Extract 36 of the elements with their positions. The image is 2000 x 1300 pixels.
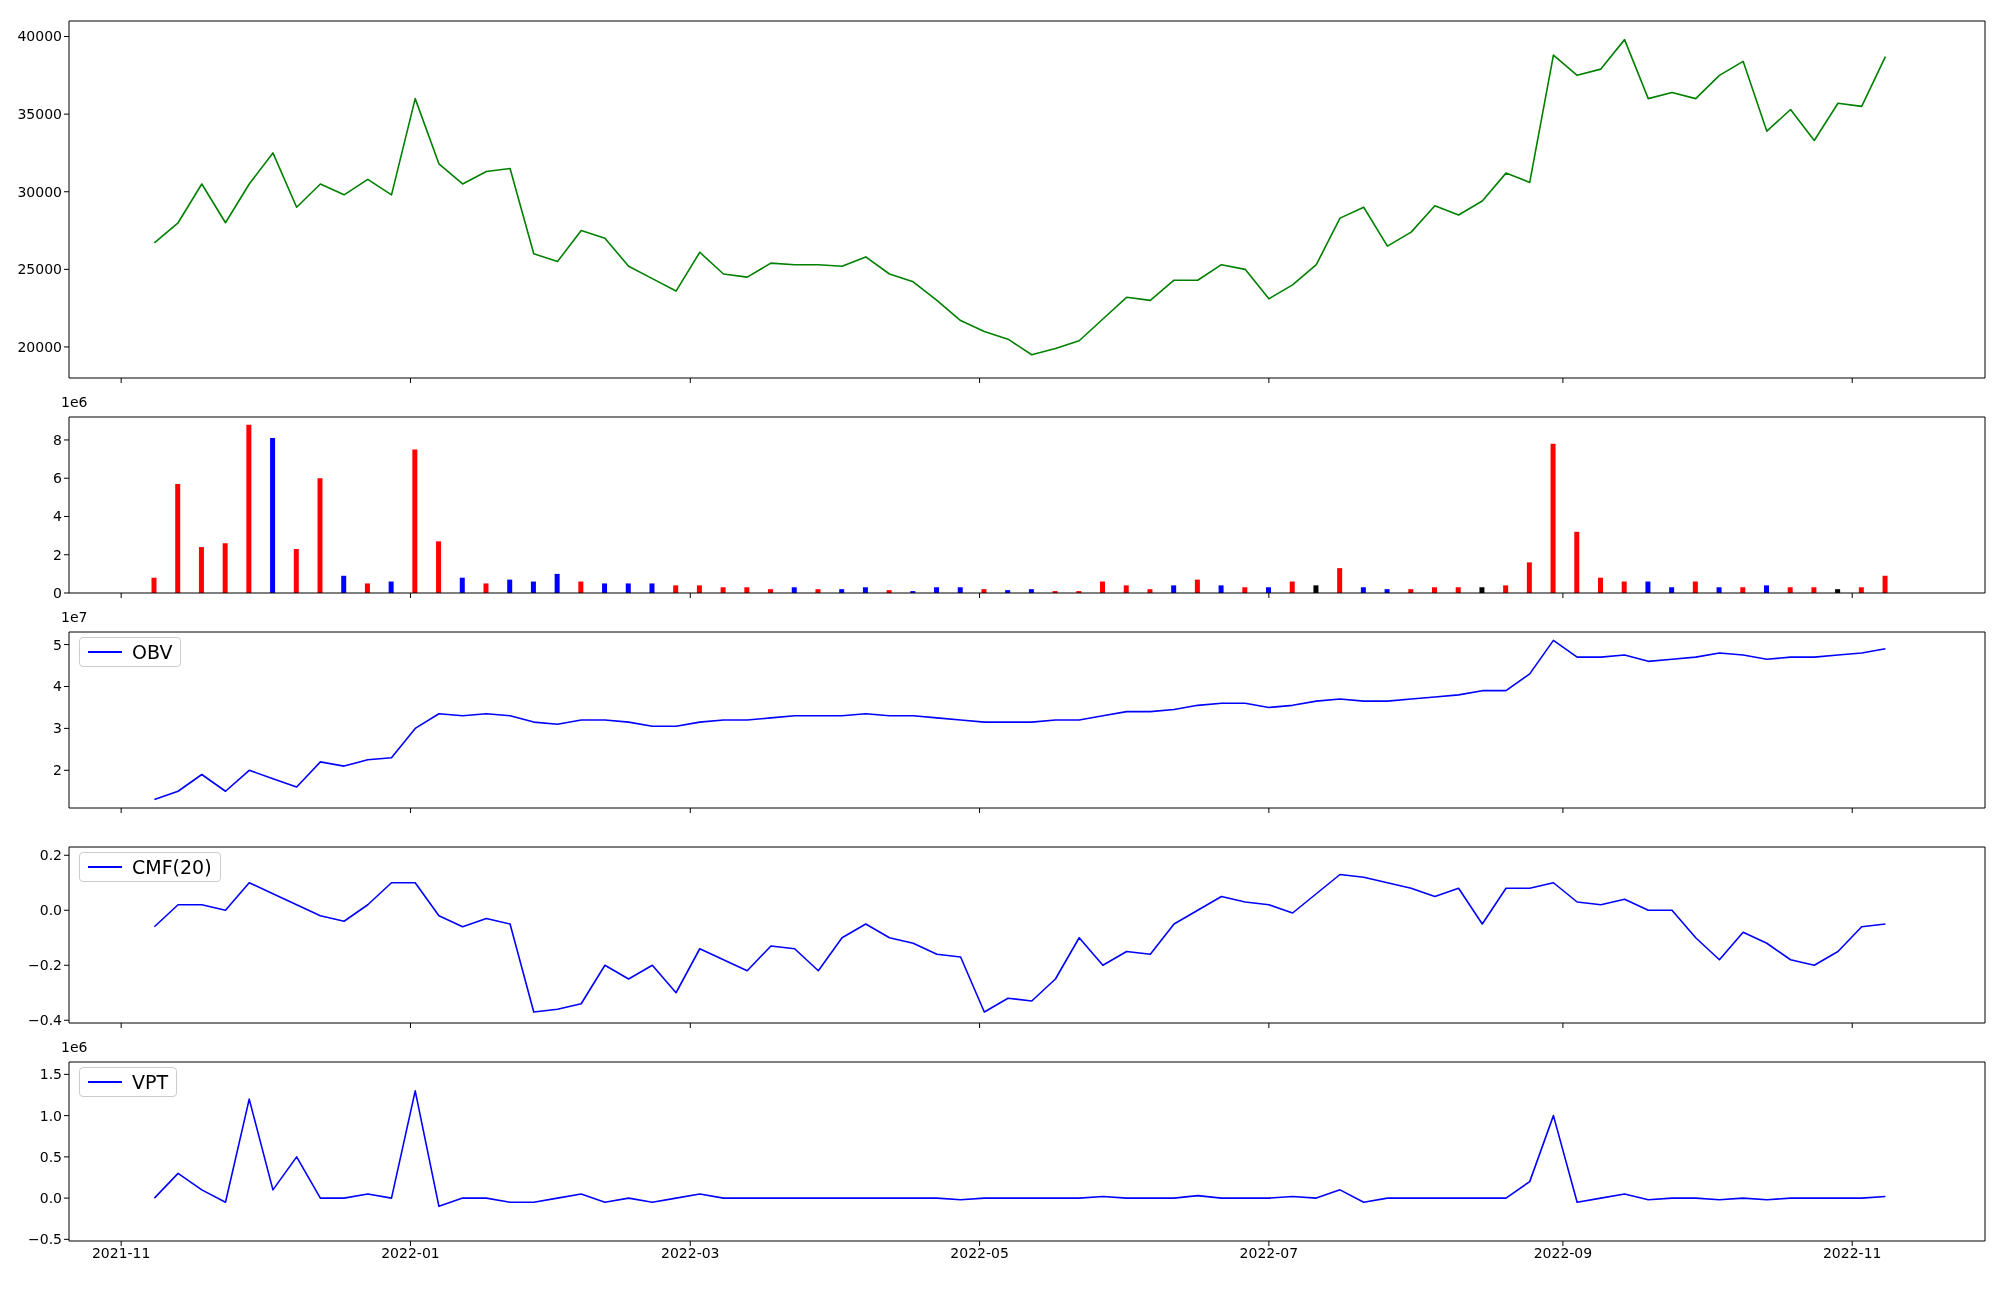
y-tick-label: 25000 [17, 261, 62, 278]
y-tick-label: 1.0 [39, 1107, 62, 1124]
y-tick-label: 6 [53, 470, 63, 487]
y-tick-label: 0.0 [39, 1190, 62, 1207]
y-tick-label: 30000 [17, 183, 62, 200]
y-tick-label: 4 [53, 678, 63, 695]
text: 1e7 [61, 609, 88, 625]
y-tick-label: −0.5 [28, 1231, 62, 1248]
y-tick-label: 0.5 [39, 1148, 62, 1165]
x-tick-label: 2022-03 [661, 1244, 720, 1261]
y-tick-label: −0.4 [28, 1012, 63, 1029]
legend-label: VPT [132, 1071, 169, 1093]
x-tick-label: 2022-07 [1239, 1244, 1299, 1261]
text: 1e6 [61, 1039, 88, 1055]
y-tick-label: 20000 [17, 338, 62, 355]
y-tick-label: −0.2 [28, 957, 62, 974]
y-tick-label: 0.2 [39, 847, 62, 864]
legend-label: OBV [132, 641, 173, 663]
y-tick-label: 3 [53, 720, 62, 737]
y-tick-label: 40000 [17, 28, 62, 45]
x-tick-label: 2021-11 [91, 1244, 151, 1261]
y-tick-label: 5 [53, 636, 62, 653]
y-tick-label: 2 [53, 546, 62, 563]
x-tick-label: 2022-05 [950, 1244, 1009, 1261]
x-tick-label: 2022-01 [381, 1244, 440, 1261]
y-tick-label: 35000 [17, 106, 62, 123]
x-tick-label: 2022-09 [1533, 1244, 1593, 1261]
text: 1e6 [61, 394, 88, 410]
y-tick-label: 1.5 [39, 1066, 62, 1083]
x-tick-label: 2022-11 [1822, 1244, 1882, 1261]
y-tick-label: 0.0 [39, 902, 62, 919]
y-tick-label: 2 [53, 762, 62, 779]
y-tick-label: 4 [53, 508, 63, 525]
y-tick-label: 0 [53, 584, 62, 601]
legend-label: CMF(20) [132, 856, 212, 878]
y-tick-label: 8 [53, 431, 62, 448]
